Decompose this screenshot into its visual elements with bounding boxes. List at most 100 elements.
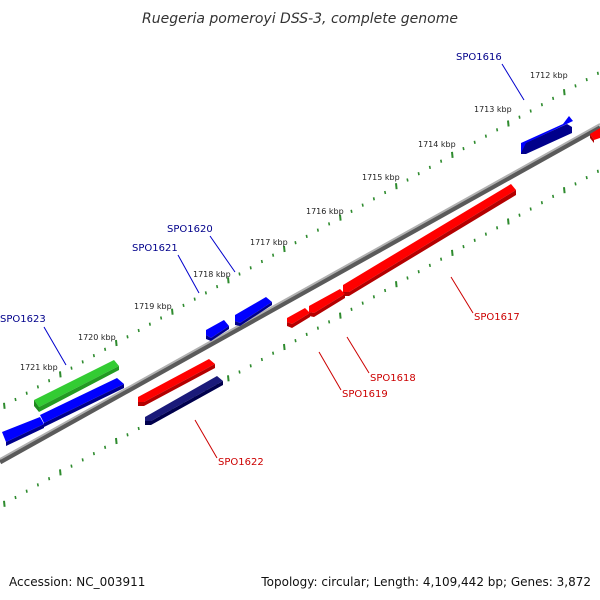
gene-label-spo1618[interactable]: SPO1618 — [370, 373, 416, 384]
scale-tick-outer — [361, 203, 364, 207]
scale-tick-outer — [440, 159, 443, 163]
gene-label-spo1617[interactable]: SPO1617 — [474, 312, 520, 323]
callout-spo1623 — [43, 326, 67, 366]
scale-tick-inner — [305, 332, 308, 337]
scale-tick-inner — [238, 370, 241, 374]
backbone-shadow — [0, 124, 600, 465]
scale-tick-inner — [272, 351, 275, 355]
gene-left-forward[interactable] — [2, 417, 44, 446]
gene-label-spo1616[interactable]: SPO1616 — [456, 52, 502, 63]
scale-tick-inner — [417, 270, 420, 274]
gene-spo1622-red-body — [138, 359, 215, 402]
scale-tick-outer — [36, 385, 39, 389]
gene-label-spo1623[interactable]: SPO1623 — [0, 314, 46, 325]
scale-tick-inner — [507, 218, 510, 225]
scale-tick-inner — [451, 249, 454, 256]
scale-tick-outer — [350, 209, 353, 213]
scale-tick-outer — [137, 328, 140, 333]
scale-tick-inner — [249, 364, 252, 368]
callout-lines — [43, 63, 525, 459]
scale-tick-outer — [249, 266, 252, 270]
scale-tick-inner — [596, 169, 599, 173]
gene-right-reverse[interactable] — [590, 128, 600, 143]
scale-label-1716: 1716 kbp — [306, 207, 344, 216]
gene-spo1622-red-bottom — [138, 364, 215, 406]
scale-label-1719: 1719 kbp — [134, 302, 172, 311]
scale-tick-outer — [204, 291, 207, 295]
callout-spo1617 — [450, 276, 474, 314]
scale-tick-outer — [417, 172, 420, 176]
gene-rna[interactable] — [34, 360, 119, 412]
gene-spo1619[interactable] — [287, 308, 310, 328]
gene-spo1623[interactable] — [40, 378, 124, 427]
callout-spo1616 — [501, 63, 525, 101]
gene-spo1620-body — [235, 297, 272, 323]
gene-label-spo1621[interactable]: SPO1621 — [132, 243, 178, 254]
gene-label-spo1622[interactable]: SPO1622 — [218, 457, 264, 468]
scale-tick-outer — [395, 183, 398, 190]
gene-spo1619-body — [287, 308, 310, 324]
scale-tick-inner — [25, 489, 28, 493]
gene-spo1616[interactable] — [521, 116, 573, 154]
callout-spo1621 — [177, 254, 200, 294]
gene-spo1617[interactable] — [343, 184, 516, 296]
scale-tick-outer — [428, 165, 431, 170]
scale-tick-inner — [227, 375, 230, 382]
scale-tick-outer — [574, 84, 577, 88]
scale-tick-inner — [440, 257, 443, 261]
scale-tick-outer — [182, 303, 185, 308]
gene-spo1622-body — [145, 376, 223, 421]
scale-tick-outer — [160, 316, 163, 320]
gene-spo1618-bottom — [309, 294, 345, 317]
gene-label-spo1620[interactable]: SPO1620 — [167, 224, 213, 235]
scale-tick-outer — [484, 134, 487, 138]
scale-tick-inner — [126, 433, 129, 437]
map-title: Ruegeria pomeroyi DSS-3, complete genome — [142, 11, 458, 27]
scale-tick-inner — [137, 426, 140, 431]
scale-tick-inner — [104, 445, 107, 449]
scale-tick-outer — [563, 89, 566, 96]
gene-spo1622[interactable] — [145, 376, 223, 425]
scale-tick-outer — [216, 284, 219, 289]
scale-tick-inner — [350, 307, 353, 311]
scale-label-1718: 1718 kbp — [193, 270, 231, 279]
scale-tick-inner — [81, 458, 84, 462]
callout-spo1619 — [318, 351, 342, 391]
scale-tick-inner — [70, 464, 73, 468]
gene-spo1616-body — [521, 116, 573, 153]
gene-right-reverse-bottom — [590, 134, 594, 143]
scale-tick-outer — [272, 253, 275, 257]
scale-tick-inner — [529, 207, 532, 211]
scale-tick-inner — [563, 187, 566, 194]
scale-tick-outer — [552, 96, 555, 101]
scale-tick-outer — [115, 339, 118, 347]
scale-tick-outer — [48, 379, 51, 383]
reverse-genes — [138, 128, 600, 425]
backbone — [0, 123, 600, 465]
scale-tick-inner — [496, 226, 499, 230]
gene-spo1621[interactable] — [206, 320, 229, 341]
scale-tick-outer — [305, 234, 308, 239]
callout-spo1620 — [209, 235, 236, 273]
scale-tick-outer — [507, 120, 510, 127]
gene-label-spo1619[interactable]: SPO1619 — [342, 389, 388, 400]
scale-tick-outer — [171, 308, 174, 315]
gene-spo1622-red[interactable] — [138, 359, 215, 406]
scale-tick-inner — [3, 500, 6, 507]
scale-tick-outer — [70, 366, 73, 370]
gene-labels: SPO1616 SPO1620 SPO1621 SPO1623 SPO1617 … — [0, 52, 520, 468]
scale-tick-outer — [540, 103, 543, 107]
gene-spo1621-body — [206, 320, 229, 338]
gene-spo1616-side — [521, 124, 572, 154]
gene-spo1618-body — [309, 289, 345, 313]
gene-spo1618[interactable] — [309, 289, 345, 317]
scale-tick-inner — [92, 451, 95, 456]
gene-spo1621-side — [206, 326, 229, 341]
scale-tick-outer — [25, 391, 28, 395]
gene-rna-body — [34, 360, 119, 407]
scale-tick-outer — [227, 277, 230, 284]
scale-tick-inner — [406, 276, 409, 280]
scale-tick-inner — [48, 477, 51, 481]
gene-spo1620[interactable] — [235, 297, 272, 326]
gene-spo1622-bottom — [145, 381, 223, 425]
